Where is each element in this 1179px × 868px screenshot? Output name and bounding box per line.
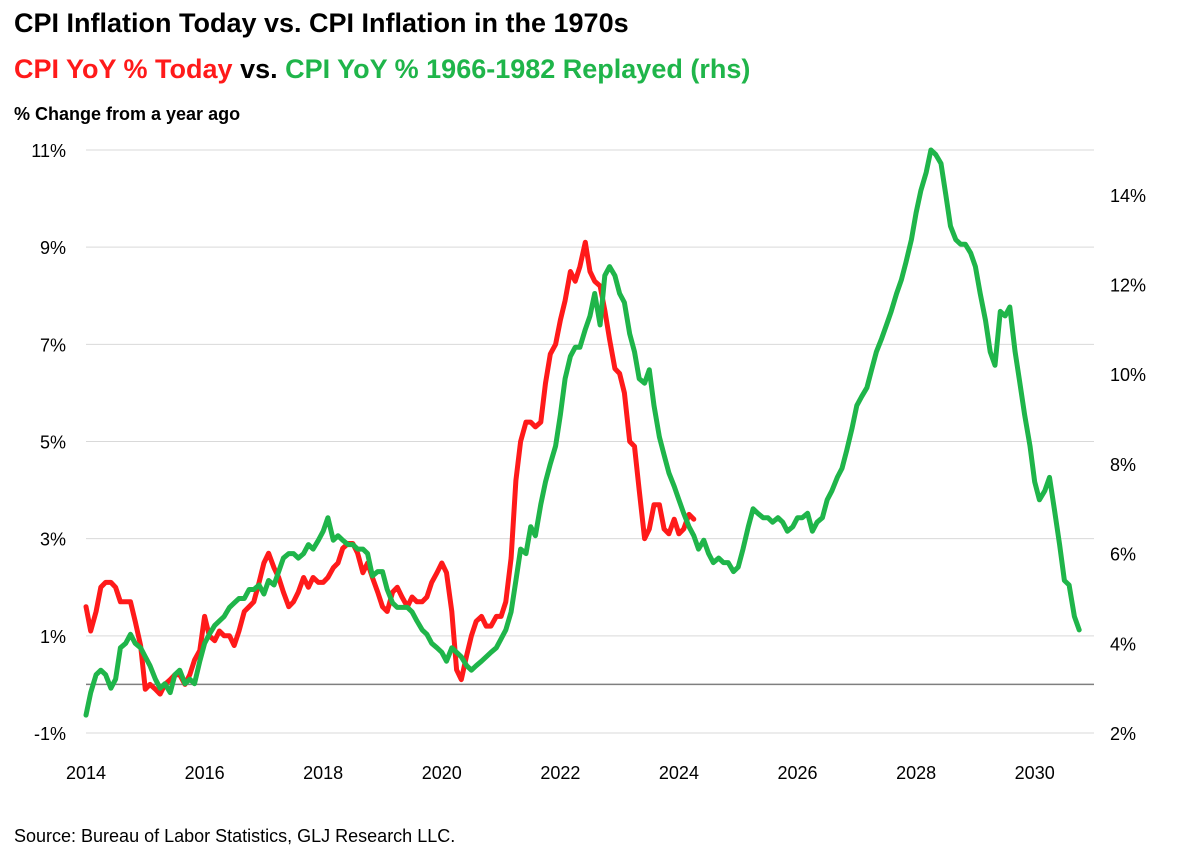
chart-title: CPI Inflation Today vs. CPI Inflation in… bbox=[14, 8, 629, 38]
subtitle-series-1970s: CPI YoY % 1966-1982 Replayed (rhs) bbox=[285, 54, 751, 84]
x-tick-label: 2014 bbox=[66, 763, 106, 783]
left-tick-label: -1% bbox=[34, 724, 66, 744]
subtitle-series-today: CPI YoY % Today bbox=[14, 54, 233, 84]
x-tick-label: 2030 bbox=[1015, 763, 1055, 783]
right-tick-label: 8% bbox=[1110, 455, 1136, 475]
right-tick-label: 4% bbox=[1110, 634, 1136, 654]
series-line-1970s-replayed bbox=[83, 147, 1082, 718]
left-tick-label: 9% bbox=[40, 238, 66, 258]
left-tick-label: 5% bbox=[40, 433, 66, 453]
x-tick-label: 2018 bbox=[303, 763, 343, 783]
y-axis-label: % Change from a year ago bbox=[14, 104, 241, 124]
right-tick-label: 12% bbox=[1110, 276, 1146, 296]
right-tick-label: 6% bbox=[1110, 545, 1136, 565]
left-tick-label: 1% bbox=[40, 627, 66, 647]
chart-subtitle: CPI YoY % Today vs. CPI YoY % 1966-1982 … bbox=[14, 54, 750, 85]
right-tick-label: 10% bbox=[1110, 365, 1146, 385]
source-note: Source: Bureau of Labor Statistics, GLJ … bbox=[14, 826, 456, 846]
right-tick-label: 14% bbox=[1110, 186, 1146, 206]
x-tick-label: 2026 bbox=[778, 763, 818, 783]
right-tick-label: 2% bbox=[1110, 724, 1136, 744]
x-tick-label: 2024 bbox=[659, 763, 699, 783]
x-tick-label: 2016 bbox=[185, 763, 225, 783]
x-tick-label: 2028 bbox=[896, 763, 936, 783]
left-tick-label: 11% bbox=[31, 141, 66, 161]
x-tick-label: 2022 bbox=[540, 763, 580, 783]
subtitle-vs: vs. bbox=[232, 54, 286, 84]
x-tick-label: 2020 bbox=[422, 763, 462, 783]
left-tick-label: 7% bbox=[40, 335, 66, 355]
left-tick-label: 3% bbox=[40, 530, 66, 550]
